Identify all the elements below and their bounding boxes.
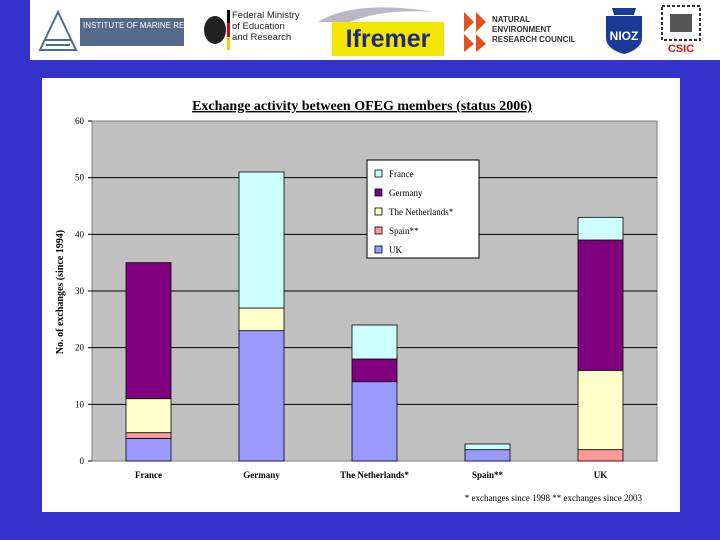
eagle-icon [204, 10, 230, 50]
x-tick-label: Spain** [472, 470, 504, 480]
legend-swatch [374, 226, 383, 235]
chart-title: Exchange activity between OFEG members (… [192, 99, 532, 114]
y-tick-label: 20 [75, 343, 85, 353]
bmbf-logo-text: Federal Ministry of Education and Resear… [232, 10, 300, 43]
y-axis-label: No. of exchanges (since 1994) [55, 230, 66, 354]
legend-box [366, 159, 480, 259]
csic-logo-text: CSIC [668, 43, 694, 55]
x-tick-label: The Netherlands* [340, 470, 409, 480]
bar-segment [577, 239, 624, 371]
chart-footnote: * exchanges since 1998 ** exchanges sinc… [465, 493, 643, 503]
chart-panel: Exchange activity between OFEG members (… [42, 78, 680, 512]
legend-label: Germany [389, 188, 423, 198]
bar-segment [464, 443, 511, 451]
y-tick-label: 40 [75, 229, 85, 239]
imr-logo: INSTITUTE OF MARINE RESEARCH HAVFORSKNIN… [36, 4, 186, 56]
bar-segment [464, 449, 511, 462]
y-tick-label: 10 [75, 399, 85, 409]
bar-segment [238, 171, 285, 309]
bar-segment [125, 437, 172, 462]
x-tick-label: Germany [243, 470, 280, 480]
legend-swatch [374, 169, 383, 178]
nioz-logo: NIOZ [602, 4, 646, 56]
legend-label: The Netherlands* [389, 207, 454, 217]
bar-segment [238, 330, 285, 462]
x-tick-label: UK [594, 470, 608, 480]
y-axis-ticks: 0 10 20 30 40 50 60 [75, 116, 92, 466]
bar-segment [125, 432, 172, 439]
bar-segment [125, 398, 172, 434]
nerc-emblem-icon [464, 12, 486, 52]
bar-segment [125, 262, 172, 400]
logo-bar: INSTITUTE OF MARINE RESEARCH HAVFORSKNIN… [30, 0, 720, 60]
nerc-logo-text: NATURAL ENVIRONMENT RESEARCH COUNCIL [492, 15, 576, 44]
y-tick-label: 30 [75, 286, 85, 296]
legend: France Germany The Netherlands* Spain** UK [366, 159, 480, 259]
x-axis-ticks: France Germany The Netherlands* Spain** UK [135, 470, 607, 480]
legend-swatch [374, 188, 383, 197]
csic-logo: CSIC [656, 4, 706, 56]
csic-emblem-icon: CSIC [661, 5, 701, 55]
ifremer-logo-text: Ifremer [332, 22, 444, 56]
y-tick-label: 50 [75, 173, 85, 183]
bar-segment [351, 324, 398, 360]
legend-label: France [389, 169, 414, 179]
bar-segment [577, 369, 624, 451]
bar-segment [351, 358, 398, 383]
x-tick-label: France [135, 470, 162, 480]
exchange-bar-chart: Exchange activity between OFEG members (… [55, 99, 658, 503]
legend-label: UK [389, 245, 402, 255]
imr-logo-text: INSTITUTE OF MARINE RESEARCH HAVFORSKNIN… [80, 18, 184, 46]
dolphin-icon [318, 7, 434, 22]
ifremer-logo: Ifremer [314, 4, 446, 56]
bar-segment [577, 216, 624, 241]
nerc-logo: NATURAL ENVIRONMENT RESEARCH COUNCIL [460, 4, 598, 56]
legend-swatch [374, 245, 383, 254]
nioz-shield-icon: NIOZ [606, 8, 642, 54]
y-tick-label: 0 [80, 456, 85, 466]
bar-segment [351, 381, 398, 462]
nioz-logo-text: NIOZ [610, 29, 639, 43]
bmbf-logo: Federal Ministry of Education and Resear… [202, 4, 306, 56]
bar-segment [577, 449, 624, 462]
ship-icon [38, 10, 78, 51]
bar-series [125, 171, 624, 462]
legend-swatch [374, 207, 383, 216]
legend-label: Spain** [389, 226, 419, 236]
bar-segment [238, 307, 285, 332]
y-tick-label: 60 [75, 116, 85, 126]
